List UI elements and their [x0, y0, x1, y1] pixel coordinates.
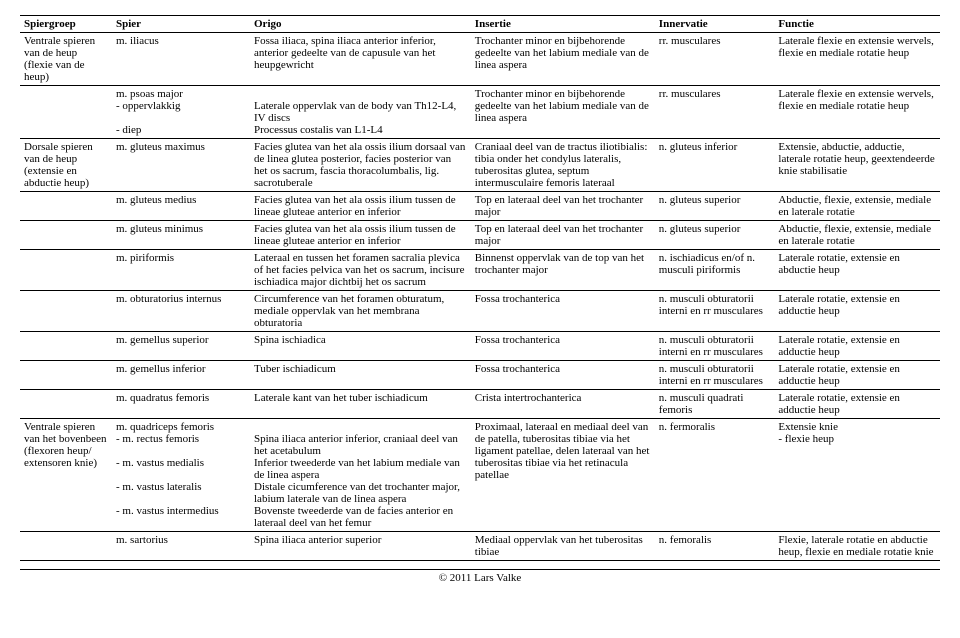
header-innervatie: Innervatie: [655, 16, 775, 33]
cell-spier: m. gemellus inferior: [112, 361, 250, 390]
table-row: Ventrale spieren van het bovenbeen (flex…: [20, 419, 940, 532]
cell-functie: Extensie knie - flexie heup: [774, 419, 940, 532]
cell-innervatie: n. musculi obturatorii interni en rr mus…: [655, 361, 775, 390]
cell-insertie: Fossa trochanterica: [471, 361, 655, 390]
cell-spier: m. quadriceps femoris - m. rectus femori…: [112, 419, 250, 532]
cell-origo: Fossa iliaca, spina iliaca anterior infe…: [250, 33, 471, 86]
table-row: m. gemellus superiorSpina ischiadicaFoss…: [20, 332, 940, 361]
table-row: m. gluteus mediusFacies glutea van het a…: [20, 192, 940, 221]
cell-functie: Laterale flexie en extensie wervels, fle…: [774, 33, 940, 86]
table-row: m. obturatorius internusCircumference va…: [20, 291, 940, 332]
cell-spier: m. gluteus maximus: [112, 139, 250, 192]
cell-insertie: Trochanter minor en bijbehorende gedeelt…: [471, 33, 655, 86]
header-spiergroep: Spiergroep: [20, 16, 112, 33]
cell-insertie: Fossa trochanterica: [471, 332, 655, 361]
cell-functie: Flexie, laterale rotatie en abductie heu…: [774, 532, 940, 561]
cell-innervatie: n. gluteus superior: [655, 221, 775, 250]
cell-insertie: Trochanter minor en bijbehorende gedeelt…: [471, 86, 655, 139]
cell-origo: Facies glutea van het ala ossis ilium tu…: [250, 192, 471, 221]
cell-functie: Abductie, flexie, extensie, mediale en l…: [774, 221, 940, 250]
cell-origo: Laterale oppervlak van de body van Th12-…: [250, 86, 471, 139]
cell-innervatie: n. femoralis: [655, 532, 775, 561]
anatomy-table: Spiergroep Spier Origo Insertie Innervat…: [20, 15, 940, 561]
cell-innervatie: n. musculi obturatorii interni en rr mus…: [655, 332, 775, 361]
cell-origo: Spina iliaca anterior inferior, craniaal…: [250, 419, 471, 532]
table-row: m. quadratus femorisLaterale kant van he…: [20, 390, 940, 419]
cell-insertie: Binnenst oppervlak van de top van het tr…: [471, 250, 655, 291]
cell-insertie: Crista intertrochanterica: [471, 390, 655, 419]
cell-insertie: Top en lateraal deel van het trochanter …: [471, 221, 655, 250]
cell-insertie: Proximaal, lateraal en mediaal deel van …: [471, 419, 655, 532]
cell-spiergroep: [20, 86, 112, 139]
cell-spier: m. quadratus femoris: [112, 390, 250, 419]
cell-spiergroep: Ventrale spieren van de heup (flexie van…: [20, 33, 112, 86]
cell-insertie: Top en lateraal deel van het trochanter …: [471, 192, 655, 221]
cell-innervatie: n. musculi obturatorii interni en rr mus…: [655, 291, 775, 332]
cell-spiergroep: [20, 192, 112, 221]
cell-spiergroep: Dorsale spieren van de heup (extensie en…: [20, 139, 112, 192]
cell-origo: Facies glutea van het ala ossis ilium do…: [250, 139, 471, 192]
cell-functie: Extensie, abductie, adductie, laterale r…: [774, 139, 940, 192]
cell-insertie: Fossa trochanterica: [471, 291, 655, 332]
cell-functie: Abductie, flexie, extensie, mediale en l…: [774, 192, 940, 221]
cell-spier: m. gluteus minimus: [112, 221, 250, 250]
cell-spier: m. gluteus medius: [112, 192, 250, 221]
cell-innervatie: n. fermoralis: [655, 419, 775, 532]
cell-spier: m. obturatorius internus: [112, 291, 250, 332]
cell-innervatie: n. musculi quadrati femoris: [655, 390, 775, 419]
table-row: Ventrale spieren van de heup (flexie van…: [20, 33, 940, 86]
cell-spier: m. piriformis: [112, 250, 250, 291]
cell-innervatie: n. gluteus inferior: [655, 139, 775, 192]
table-row: Dorsale spieren van de heup (extensie en…: [20, 139, 940, 192]
cell-functie: Laterale rotatie, extensie en adductie h…: [774, 332, 940, 361]
cell-functie: Laterale rotatie, extensie en adductie h…: [774, 390, 940, 419]
cell-innervatie: rr. musculares: [655, 33, 775, 86]
table-row: m. piriformisLateraal en tussen het fora…: [20, 250, 940, 291]
cell-spiergroep: [20, 390, 112, 419]
cell-spiergroep: Ventrale spieren van het bovenbeen (flex…: [20, 419, 112, 532]
cell-functie: Laterale rotatie, extensie en adductie h…: [774, 361, 940, 390]
cell-insertie: Mediaal oppervlak van het tuberositas ti…: [471, 532, 655, 561]
cell-origo: Facies glutea van het ala ossis ilium tu…: [250, 221, 471, 250]
cell-spiergroep: [20, 221, 112, 250]
header-insertie: Insertie: [471, 16, 655, 33]
cell-spiergroep: [20, 532, 112, 561]
cell-spiergroep: [20, 291, 112, 332]
cell-innervatie: rr. musculares: [655, 86, 775, 139]
cell-innervatie: n. gluteus superior: [655, 192, 775, 221]
table-row: m. gemellus inferiorTuber ischiadicumFos…: [20, 361, 940, 390]
cell-functie: Laterale rotatie, extensie en abductie h…: [774, 250, 940, 291]
cell-functie: Laterale flexie en extensie wervels, fle…: [774, 86, 940, 139]
table-row: m. psoas major - oppervlakkig - diep Lat…: [20, 86, 940, 139]
table-row: m. sartoriusSpina iliaca anterior superi…: [20, 532, 940, 561]
cell-spier: m. sartorius: [112, 532, 250, 561]
cell-spier: m. iliacus: [112, 33, 250, 86]
cell-origo: Circumference van het foramen obturatum,…: [250, 291, 471, 332]
cell-innervatie: n. ischiadicus en/of n. musculi piriform…: [655, 250, 775, 291]
cell-spiergroep: [20, 332, 112, 361]
cell-origo: Lateraal en tussen het foramen sacralia …: [250, 250, 471, 291]
cell-functie: Laterale rotatie, extensie en adductie h…: [774, 291, 940, 332]
cell-origo: Tuber ischiadicum: [250, 361, 471, 390]
cell-insertie: Craniaal deel van de tractus iliotibiali…: [471, 139, 655, 192]
header-functie: Functie: [774, 16, 940, 33]
cell-origo: Laterale kant van het tuber ischiadicum: [250, 390, 471, 419]
cell-origo: Spina ischiadica: [250, 332, 471, 361]
copyright-footer: © 2011 Lars Valke: [20, 569, 940, 584]
header-spier: Spier: [112, 16, 250, 33]
cell-spier: m. gemellus superior: [112, 332, 250, 361]
cell-spier: m. psoas major - oppervlakkig - diep: [112, 86, 250, 139]
header-origo: Origo: [250, 16, 471, 33]
cell-origo: Spina iliaca anterior superior: [250, 532, 471, 561]
table-header-row: Spiergroep Spier Origo Insertie Innervat…: [20, 16, 940, 33]
table-row: m. gluteus minimusFacies glutea van het …: [20, 221, 940, 250]
cell-spiergroep: [20, 361, 112, 390]
cell-spiergroep: [20, 250, 112, 291]
